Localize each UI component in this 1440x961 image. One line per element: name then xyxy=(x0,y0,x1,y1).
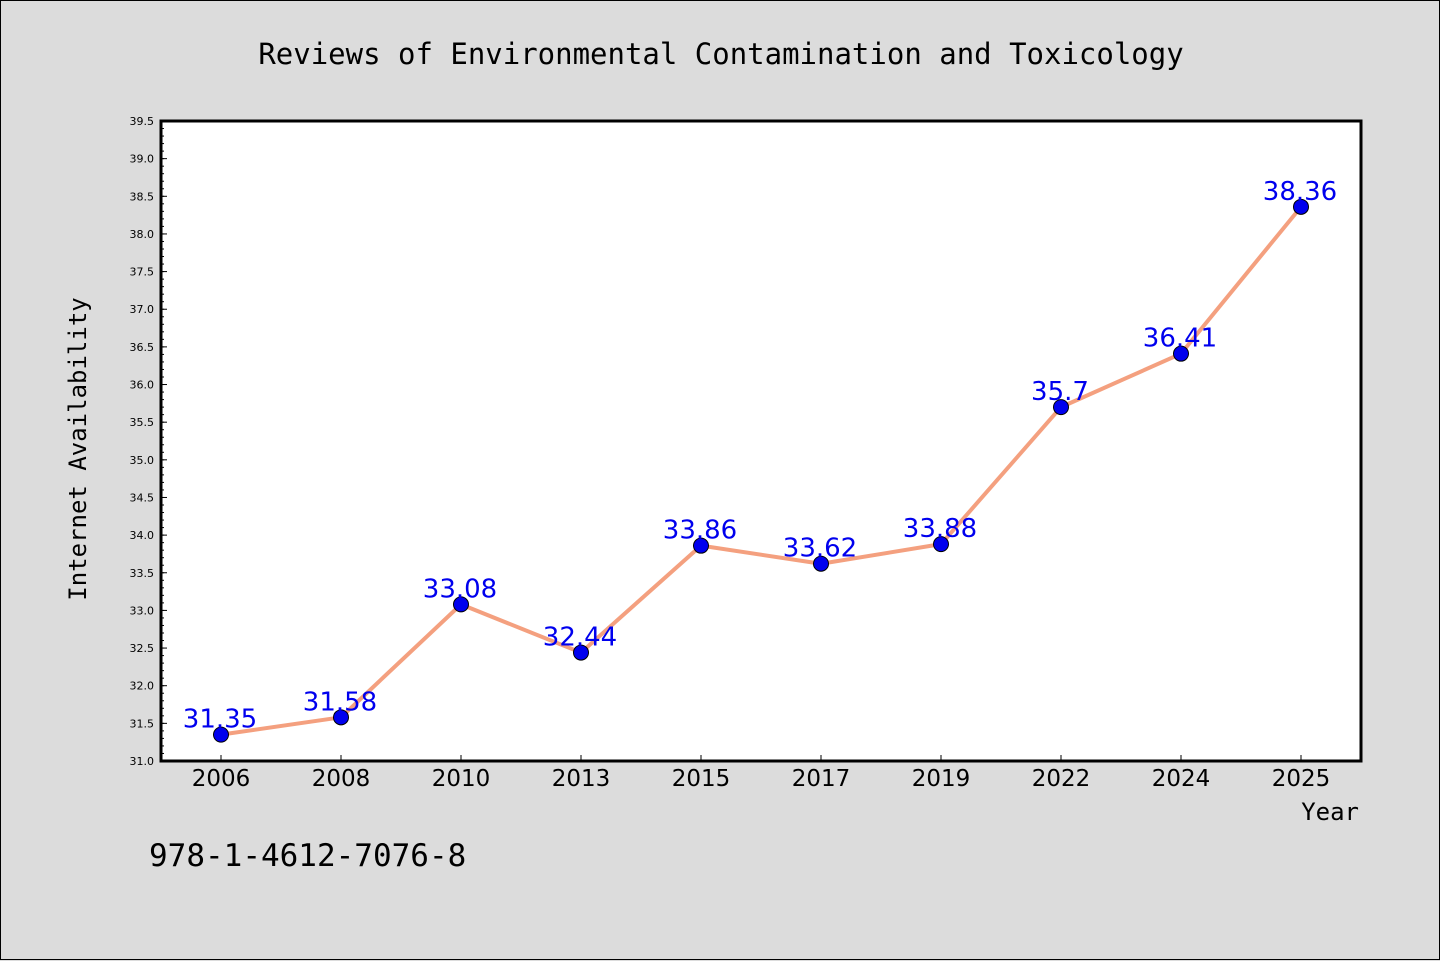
data-point xyxy=(813,555,829,572)
x-tick-label: 2017 xyxy=(792,766,851,792)
x-tick-label: 2019 xyxy=(912,766,971,792)
isbn-text: 978-1-4612-7076-8 xyxy=(149,838,466,874)
x-tick-label: 2024 xyxy=(1152,766,1211,792)
data-point xyxy=(693,537,709,554)
data-point xyxy=(1173,345,1189,362)
data-point xyxy=(453,596,469,613)
x-tick-label: 2022 xyxy=(1032,766,1091,792)
y-tick-label: 38.0 xyxy=(130,228,155,241)
y-tick-label: 39.5 xyxy=(130,115,155,128)
y-tick-label: 32.5 xyxy=(130,642,155,655)
x-axis-ticks: 2006 2008 2010 2013 2015 2017 2019 2022 2024 2025 xyxy=(192,755,1331,792)
data-label: 36.41 xyxy=(1143,324,1217,354)
y-tick-label: 31.0 xyxy=(130,755,155,768)
y-tick-label: 39.0 xyxy=(130,153,155,166)
y-tick-label: 31.5 xyxy=(130,717,155,730)
x-axis-label: Year xyxy=(1301,798,1359,826)
chart-title: Reviews of Environmental Contamination a… xyxy=(258,37,1183,71)
data-label: 31.35 xyxy=(183,705,257,735)
data-label: 31.58 xyxy=(303,687,377,717)
data-point xyxy=(933,536,949,553)
data-label: 32.44 xyxy=(543,623,617,653)
y-axis-ticks: 31.0 31.5 32.0 32.5 33.0 33.5 34.0 34.5 35.0 35.5… xyxy=(130,115,167,768)
data-point xyxy=(213,726,229,743)
data-label: 33.86 xyxy=(663,516,737,546)
y-tick-label: 36.0 xyxy=(130,379,155,392)
y-tick-label: 35.0 xyxy=(130,454,155,467)
x-tick-label: 2015 xyxy=(672,766,731,792)
series-layer: 31.35 31.58 33.08 32.44 33.86 33.62 33.88 35.7 3… xyxy=(183,177,1337,743)
x-tick-label: 2008 xyxy=(312,766,371,792)
y-tick-label: 34.5 xyxy=(130,491,155,504)
y-tick-label: 33.5 xyxy=(130,567,155,580)
data-point xyxy=(573,644,589,661)
y-tick-label: 37.5 xyxy=(130,266,155,279)
y-tick-label: 35.5 xyxy=(130,416,155,429)
plot-border xyxy=(159,119,1363,763)
data-label: 33.88 xyxy=(903,514,977,544)
x-tick-label: 2010 xyxy=(432,766,491,792)
y-tick-label: 33.0 xyxy=(130,604,155,617)
data-point xyxy=(1053,399,1069,416)
x-tick-label: 2025 xyxy=(1272,766,1331,792)
data-label: 38.36 xyxy=(1263,177,1337,207)
x-tick-label: 2006 xyxy=(192,766,251,792)
data-label: 33.62 xyxy=(783,534,857,564)
y-tick-label: 32.0 xyxy=(130,680,155,693)
data-label: 33.08 xyxy=(423,574,497,604)
series-line xyxy=(219,204,1303,737)
x-tick-label: 2013 xyxy=(552,766,611,792)
y-tick-label: 38.5 xyxy=(130,190,155,203)
y-axis-label: Internet Availability xyxy=(64,297,92,600)
data-label: 35.7 xyxy=(1031,377,1089,407)
data-point xyxy=(1293,198,1309,215)
data-point xyxy=(333,709,349,726)
plot-area xyxy=(161,121,1361,761)
y-tick-label: 34.0 xyxy=(130,529,155,542)
y-tick-label: 37.0 xyxy=(130,303,155,316)
y-tick-label: 36.5 xyxy=(130,341,155,354)
